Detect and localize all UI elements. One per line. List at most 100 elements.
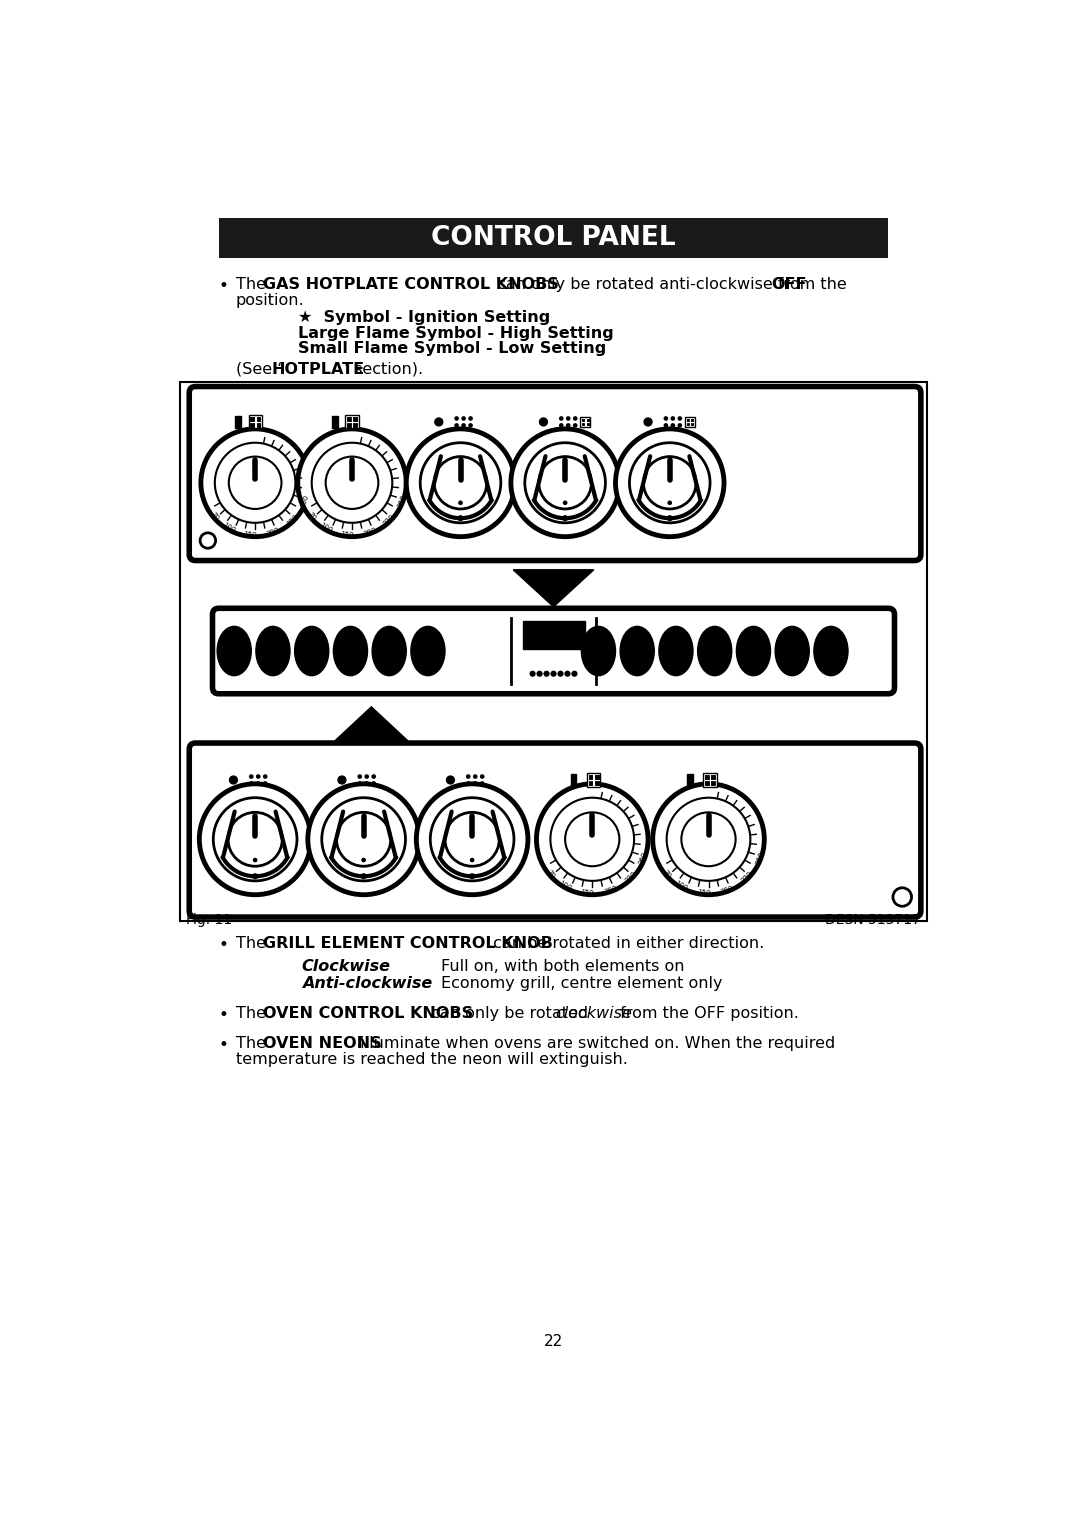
Text: 200: 200 xyxy=(604,884,618,895)
Ellipse shape xyxy=(659,626,693,675)
Text: 260: 260 xyxy=(396,493,407,508)
Circle shape xyxy=(667,501,672,505)
Circle shape xyxy=(229,776,238,785)
Ellipse shape xyxy=(334,626,367,675)
Circle shape xyxy=(298,429,406,536)
Circle shape xyxy=(557,670,564,676)
Circle shape xyxy=(473,774,477,779)
Bar xyxy=(571,774,577,786)
Circle shape xyxy=(406,429,515,536)
Text: 150: 150 xyxy=(581,889,594,896)
Circle shape xyxy=(616,429,724,536)
Text: 200: 200 xyxy=(363,527,377,538)
Text: GAS HOTPLATE CONTROL KNOBS: GAS HOTPLATE CONTROL KNOBS xyxy=(262,278,558,292)
Circle shape xyxy=(465,782,471,786)
Ellipse shape xyxy=(814,626,848,675)
Circle shape xyxy=(469,423,473,428)
Circle shape xyxy=(630,443,710,522)
Bar xyxy=(690,423,694,426)
Bar xyxy=(690,418,694,421)
Circle shape xyxy=(262,774,268,779)
Text: 100: 100 xyxy=(221,522,237,534)
Circle shape xyxy=(200,783,311,895)
Circle shape xyxy=(539,457,592,508)
Text: 260: 260 xyxy=(754,851,765,864)
Text: 220: 220 xyxy=(382,513,396,527)
Circle shape xyxy=(364,774,369,779)
Circle shape xyxy=(480,774,485,779)
Circle shape xyxy=(326,457,378,508)
Circle shape xyxy=(677,417,683,421)
Bar xyxy=(704,780,710,786)
Circle shape xyxy=(511,429,619,536)
Circle shape xyxy=(201,429,309,536)
Bar xyxy=(249,423,255,428)
Circle shape xyxy=(228,812,282,866)
Circle shape xyxy=(455,423,459,428)
Bar xyxy=(352,423,357,428)
Circle shape xyxy=(461,423,465,428)
Text: OVEN CONTROL KNOBS: OVEN CONTROL KNOBS xyxy=(262,1006,473,1020)
Circle shape xyxy=(562,515,568,521)
Circle shape xyxy=(666,797,751,881)
FancyBboxPatch shape xyxy=(218,218,889,258)
Text: Large Flame Symbol - High Setting: Large Flame Symbol - High Setting xyxy=(298,325,613,341)
Text: clockwise: clockwise xyxy=(555,1006,632,1020)
Circle shape xyxy=(565,670,570,676)
Polygon shape xyxy=(513,570,594,606)
Circle shape xyxy=(337,776,347,785)
Circle shape xyxy=(322,797,405,881)
Text: can only be rotated anti-clockwise from the: can only be rotated anti-clockwise from … xyxy=(492,278,852,292)
Circle shape xyxy=(248,774,254,779)
Circle shape xyxy=(248,782,254,786)
Circle shape xyxy=(537,783,648,895)
Bar xyxy=(704,774,710,780)
Circle shape xyxy=(416,783,528,895)
Text: Full on, with both elements on: Full on, with both elements on xyxy=(441,959,685,974)
Circle shape xyxy=(572,417,578,421)
Text: (See ‘: (See ‘ xyxy=(235,362,282,377)
Text: temperature is reached the neon will extinguish.: temperature is reached the neon will ext… xyxy=(235,1052,627,1067)
Circle shape xyxy=(666,515,673,521)
Text: ★  Symbol - Ignition Setting: ★ Symbol - Ignition Setting xyxy=(298,310,550,325)
Bar xyxy=(180,382,927,921)
Bar xyxy=(347,417,352,421)
Circle shape xyxy=(308,783,419,895)
Bar xyxy=(703,774,717,786)
Bar xyxy=(594,780,599,786)
Ellipse shape xyxy=(737,626,770,675)
Circle shape xyxy=(539,417,548,426)
Ellipse shape xyxy=(581,626,616,675)
Ellipse shape xyxy=(256,626,291,675)
Text: 100: 100 xyxy=(319,522,333,534)
Text: Fig. 11: Fig. 11 xyxy=(186,913,232,927)
Bar xyxy=(687,774,692,786)
Circle shape xyxy=(361,873,367,880)
Circle shape xyxy=(537,670,542,676)
Circle shape xyxy=(434,417,444,426)
FancyBboxPatch shape xyxy=(213,608,894,693)
Circle shape xyxy=(565,812,619,866)
Text: 260: 260 xyxy=(299,493,310,508)
Ellipse shape xyxy=(620,626,654,675)
Bar xyxy=(347,423,352,428)
Text: Small Flame Symbol - Low Setting: Small Flame Symbol - Low Setting xyxy=(298,341,606,356)
Circle shape xyxy=(458,501,463,505)
Circle shape xyxy=(529,670,536,676)
Circle shape xyxy=(566,423,570,428)
Text: 200: 200 xyxy=(266,527,281,538)
Circle shape xyxy=(563,501,567,505)
Text: HOTPLATE: HOTPLATE xyxy=(272,362,365,377)
Text: CONTROL PANEL: CONTROL PANEL xyxy=(431,224,676,250)
Ellipse shape xyxy=(217,626,252,675)
Text: 22: 22 xyxy=(544,1335,563,1350)
Circle shape xyxy=(372,782,376,786)
Text: Economy grill, centre element only: Economy grill, centre element only xyxy=(441,976,723,991)
Text: DESN 513717: DESN 513717 xyxy=(825,913,921,927)
Circle shape xyxy=(663,417,669,421)
Circle shape xyxy=(455,417,459,421)
Circle shape xyxy=(551,670,556,676)
Bar xyxy=(333,415,338,428)
Circle shape xyxy=(372,774,376,779)
Text: 100: 100 xyxy=(674,880,689,892)
